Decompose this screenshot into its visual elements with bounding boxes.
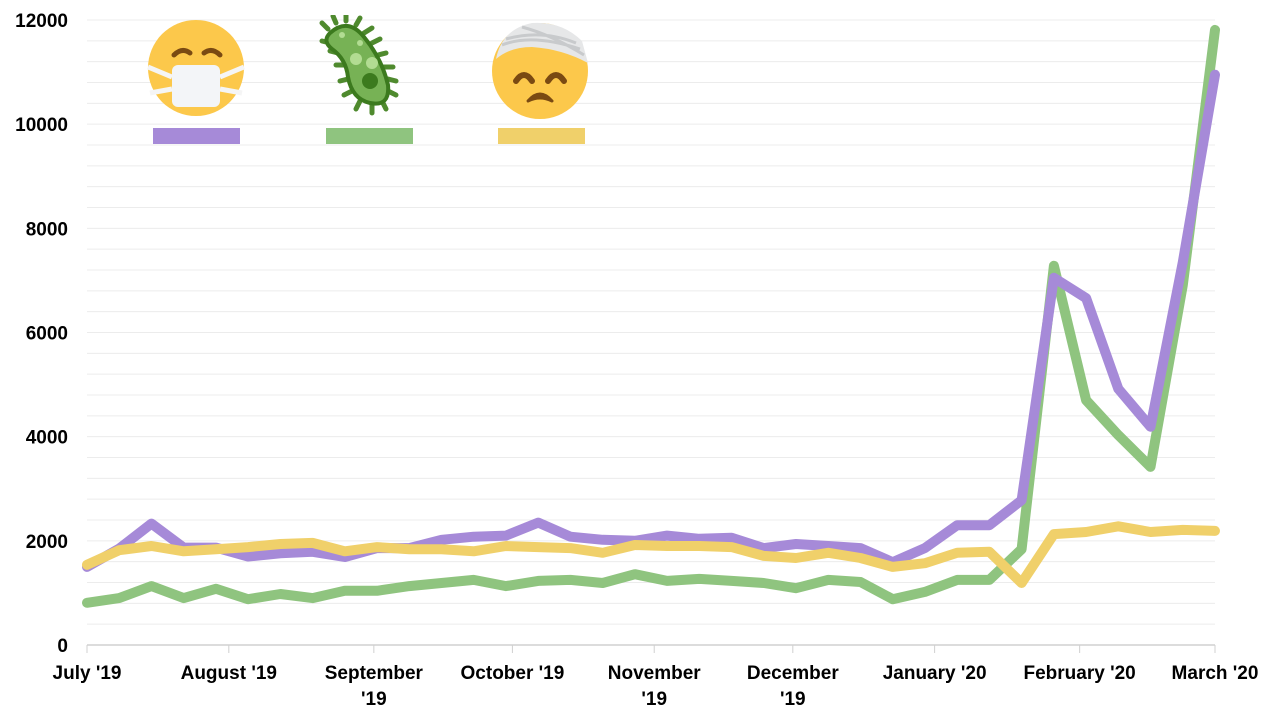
series-line-face-with-medical-mask: [82, 69, 1220, 572]
x-tick-label: November '19: [608, 663, 702, 710]
legend-swatch-yellow: [498, 128, 585, 144]
y-tick-label: 2000: [26, 532, 68, 553]
x-axis: July '19 August '19 September '19 October '1…: [53, 645, 1259, 710]
y-axis: 0 2000 4000 6000 8000 10000 12000: [15, 11, 68, 657]
series-line-face-with-head-bandage: [82, 521, 1220, 588]
y-tick-label: 8000: [26, 219, 68, 240]
x-tick-label: December '19: [747, 663, 839, 710]
x-tick-label: January '20: [883, 663, 987, 684]
legend-swatch-purple: [153, 128, 240, 144]
gridlines: [87, 19, 1215, 646]
face-with-head-bandage-icon: [492, 22, 588, 119]
x-tick-label: October '19: [461, 663, 565, 684]
y-tick-label: 4000: [26, 428, 68, 449]
series-lines: [82, 24, 1220, 608]
legend-swatch-green: [326, 128, 413, 144]
x-tick-label: February '20: [1024, 663, 1136, 684]
x-tick-label: March '20: [1172, 663, 1259, 684]
y-tick-label: 10000: [15, 115, 68, 136]
face-with-medical-mask-icon: [147, 20, 245, 116]
y-tick-label: 12000: [15, 11, 68, 32]
x-tick-label: September '19: [325, 663, 424, 710]
legend-item-microbe: [319, 15, 426, 150]
legend-item-medical-mask: [147, 15, 253, 150]
series-line-microbe: [82, 24, 1220, 608]
y-tick-label: 6000: [26, 324, 68, 345]
x-tick-label: July '19: [53, 663, 122, 684]
microbe-icon: [319, 15, 399, 116]
legend-item-head-bandage: [492, 15, 598, 150]
y-tick-label: 0: [57, 636, 68, 657]
x-tick-label: August '19: [181, 663, 277, 684]
